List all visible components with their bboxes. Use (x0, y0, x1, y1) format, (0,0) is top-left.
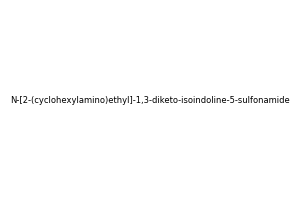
Text: N-[2-(cyclohexylamino)ethyl]-1,3-diketo-isoindoline-5-sulfonamide: N-[2-(cyclohexylamino)ethyl]-1,3-diketo-… (10, 96, 290, 105)
